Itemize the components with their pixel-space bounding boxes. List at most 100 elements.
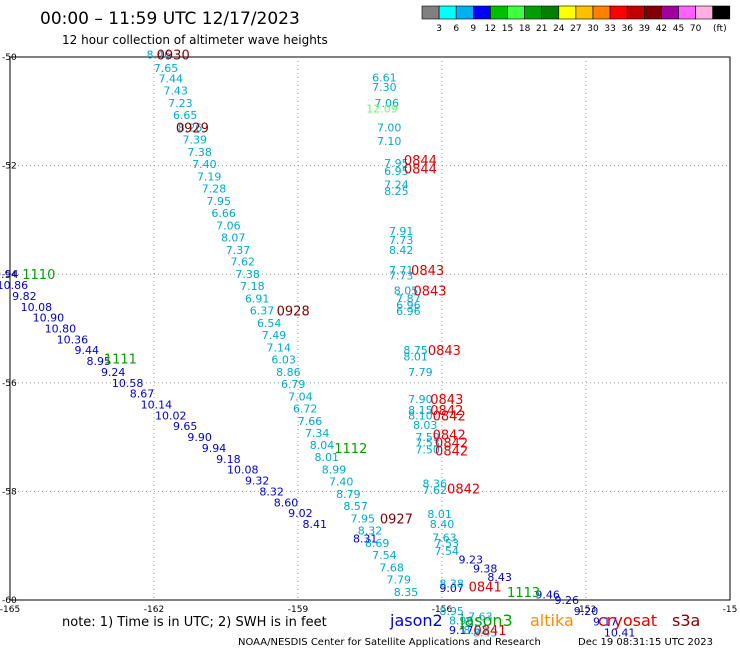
colorbar-swatch bbox=[438, 5, 457, 20]
swh-value-label: 8.96 bbox=[449, 615, 474, 628]
x-tick-label: -162 bbox=[144, 605, 164, 615]
colorbar-swatch bbox=[541, 5, 560, 20]
colorbar-swatch bbox=[626, 5, 645, 20]
swh-value-label: 7.18 bbox=[240, 280, 265, 293]
pass-time-label: 0842 bbox=[447, 483, 480, 498]
swh-value-label: 8.57 bbox=[343, 500, 368, 513]
swh-value-label: 8.41 bbox=[303, 518, 328, 531]
colorbar-label: 18 bbox=[519, 24, 531, 34]
swh-value-label: 8.32 bbox=[259, 485, 284, 498]
colorbar-swatch bbox=[643, 5, 662, 20]
swh-value-label: 8.36 bbox=[423, 477, 448, 490]
y-tick-label: -52 bbox=[2, 162, 17, 172]
colorbar-label: 3 bbox=[436, 24, 442, 34]
pass-time-label: 0844 bbox=[404, 162, 437, 177]
swh-value-label: 7.39 bbox=[183, 134, 208, 147]
swh-value-label: 7.62 bbox=[231, 256, 256, 269]
swh-value-label: 8.03 bbox=[413, 419, 438, 432]
swh-value-label: 7.54 bbox=[435, 545, 460, 558]
swh-value-label: 6.96 bbox=[396, 305, 421, 318]
swh-value-label: 8.32 bbox=[358, 524, 383, 537]
swh-value-label: 10.90 bbox=[33, 312, 65, 325]
tick-labels: -165 -162 -159 -156 -153 -15 -50 -52 -54 -56 -58 -6… bbox=[0, 53, 737, 615]
grid-lines bbox=[10, 57, 730, 600]
colorbar-label: 21 bbox=[536, 24, 547, 34]
chart-subtitle: 12 hour collection of altimeter wave hei… bbox=[62, 33, 328, 47]
x-tick-label: -159 bbox=[288, 605, 309, 615]
pass-time-label: 0930 bbox=[157, 48, 190, 63]
swh-value-label: 8.86 bbox=[276, 366, 301, 379]
pass-time-label: 0842 bbox=[433, 409, 466, 424]
swh-value-label: 8.04 bbox=[310, 439, 335, 452]
swh-value-label: 7.53 bbox=[435, 537, 460, 550]
colorbar-label: 39 bbox=[639, 24, 651, 34]
swh-value-label: 7.54 bbox=[372, 549, 397, 562]
colorbar-swatch bbox=[695, 5, 713, 20]
colorbar-swatch bbox=[558, 5, 577, 20]
swh-value-label: 9.18 bbox=[216, 453, 241, 466]
swh-value-label: 6.96 bbox=[396, 299, 421, 312]
swh-value-label: 9.26 bbox=[555, 594, 580, 607]
colorbar-label: 27 bbox=[570, 24, 581, 34]
colorbar-label: 42 bbox=[656, 24, 667, 34]
swh-value-label: 8.42 bbox=[389, 244, 414, 257]
satellite-legend-item: jason3 bbox=[459, 611, 513, 630]
colorbar-unit: (ft) bbox=[713, 24, 727, 34]
colorbar-swatch bbox=[421, 5, 440, 20]
footer-credit: NOAA/NESDIS Center for Satellite Applica… bbox=[238, 637, 541, 648]
swh-value-label: 8.38 bbox=[439, 578, 464, 591]
y-tick-label: -50 bbox=[2, 53, 17, 63]
swh-value-label: 8.95 bbox=[439, 605, 464, 618]
swh-value-label: 9.07 bbox=[439, 582, 464, 595]
swh-value-label: 8.15 bbox=[408, 404, 433, 417]
swh-value-label: 6.95 bbox=[384, 165, 409, 178]
swh-value-label: 8.46 bbox=[147, 48, 172, 61]
swh-value-label: 7.87 bbox=[396, 293, 421, 306]
pass-time-label: 1112 bbox=[334, 442, 367, 457]
pass-time-label: 0841 bbox=[473, 624, 506, 639]
pass-time-label: 0843 bbox=[428, 344, 461, 359]
swh-value-label: 6.37 bbox=[250, 305, 275, 318]
swh-value-label: 7.50 bbox=[415, 444, 440, 457]
swh-value-label: 7.24 bbox=[384, 179, 409, 192]
swh-value-label: 7.79 bbox=[408, 366, 433, 379]
swh-value-label: 8.95 bbox=[87, 355, 112, 368]
swh-value-label: 8.10 bbox=[408, 409, 433, 422]
colorbar-swatch bbox=[472, 5, 491, 20]
swh-value-label: 6.54 bbox=[257, 317, 282, 330]
swh-value-label: 7.73 bbox=[389, 234, 414, 247]
swh-value-label: 7.49 bbox=[262, 329, 287, 342]
swh-value-label: 9.44 bbox=[75, 344, 100, 357]
swh-value-label: 9.20 bbox=[574, 605, 599, 618]
swh-value-label: 9.38 bbox=[473, 563, 498, 576]
colorbar-label: 45 bbox=[673, 24, 684, 34]
swh-value-label: 8.43 bbox=[487, 571, 512, 584]
pass-time-label: 0843 bbox=[430, 393, 463, 408]
colorbar-label: 12 bbox=[485, 24, 496, 34]
swh-value-label: 8.62 bbox=[463, 624, 488, 637]
swh-value-label: 7.38 bbox=[235, 268, 260, 281]
x-tick-label: -15 bbox=[723, 605, 738, 615]
colorbar-label: 15 bbox=[502, 24, 513, 34]
swh-value-label: 10.08 bbox=[227, 464, 259, 477]
swh-value-label: 7.10 bbox=[377, 135, 402, 148]
pass-time-label: 0842 bbox=[435, 437, 468, 452]
swh-value-label: 8.07 bbox=[221, 231, 246, 244]
swh-value-label: 8.26 bbox=[178, 122, 203, 135]
swh-value-label: 7.00 bbox=[377, 122, 402, 135]
swh-value-label: 6.03 bbox=[271, 353, 296, 366]
swh-value-label: 8.79 bbox=[336, 488, 361, 501]
swh-value-label: 6.65 bbox=[173, 109, 198, 122]
colorbar-legend: 3 6 9 12 15 18 21 24 27 30 33 36 39 42 45 70 (ft) bbox=[421, 5, 731, 34]
swh-value-label: 8.99 bbox=[322, 464, 347, 477]
swh-value-label: 10.41 bbox=[604, 627, 636, 640]
swh-value-label: 9.32 bbox=[245, 475, 270, 488]
swh-value-label: 10.86 bbox=[0, 279, 28, 292]
colorbar-label: 30 bbox=[587, 24, 599, 34]
swh-value-label: 10.58 bbox=[112, 377, 144, 390]
swh-value-label: 7.06 bbox=[375, 97, 400, 110]
swh-value-label: 7.90 bbox=[408, 393, 433, 406]
swh-value-label: 7.63 bbox=[468, 610, 493, 623]
footer-timestamp: Dec 19 08:31:15 UTC 2023 bbox=[578, 637, 713, 648]
swh-value-label: 10.80 bbox=[45, 323, 77, 336]
